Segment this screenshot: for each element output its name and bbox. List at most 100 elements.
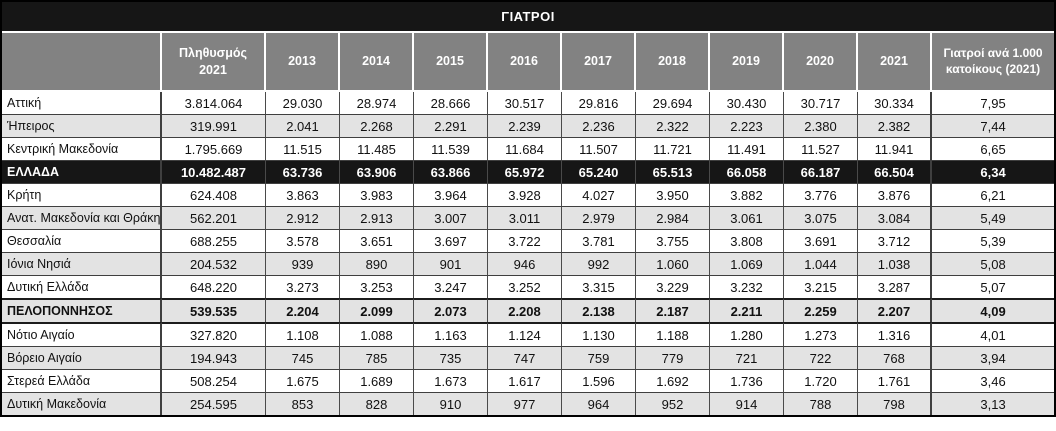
- table-row: Ανατ. Μακεδονία και Θράκη 562.201 2.912 2.9…: [2, 206, 1055, 229]
- year-value-cell: 2.236: [562, 114, 636, 137]
- year-value-cell: 65.972: [488, 160, 562, 183]
- year-value-cell: 2.138: [562, 298, 636, 322]
- year-value-cell: 63.866: [414, 160, 488, 183]
- year-value-cell: 65.240: [562, 160, 636, 183]
- doctors-by-region-table: ΓΙΑΤΡΟΙ Πληθυσμός 2021 2013 2014 2015 2016 20…: [2, 2, 1055, 415]
- population-cell: 648.220: [162, 275, 266, 298]
- year-value-cell: 946: [488, 252, 562, 275]
- year-value-cell: 3.712: [858, 229, 932, 252]
- year-value-cell: 11.721: [636, 137, 710, 160]
- year-value-cell: 3.882: [710, 183, 784, 206]
- year-value-cell: 3.011: [488, 206, 562, 229]
- year-value-cell: 2.259: [784, 298, 858, 322]
- year-value-cell: 1.692: [636, 369, 710, 392]
- header-population-2021: Πληθυσμός 2021: [162, 33, 266, 92]
- year-value-cell: 3.229: [636, 275, 710, 298]
- year-value-cell: 3.273: [266, 275, 340, 298]
- year-value-cell: 768: [858, 346, 932, 369]
- year-value-cell: 11.491: [710, 137, 784, 160]
- region-name-cell: Ήπειρος: [2, 114, 162, 137]
- year-value-cell: 4.027: [562, 183, 636, 206]
- year-value-cell: 2.984: [636, 206, 710, 229]
- region-name-cell: ΠΕΛΟΠΟΝΝΗΣΟΣ: [2, 298, 162, 322]
- region-name-cell: Ανατ. Μακεδονία και Θράκη: [2, 206, 162, 229]
- year-value-cell: 901: [414, 252, 488, 275]
- year-value-cell: 1.316: [858, 322, 932, 346]
- year-value-cell: 3.781: [562, 229, 636, 252]
- per-1000-cell: 4,09: [932, 298, 1055, 322]
- year-value-cell: 2.187: [636, 298, 710, 322]
- region-name-cell: Κεντρική Μακεδονία: [2, 137, 162, 160]
- population-cell: 1.795.669: [162, 137, 266, 160]
- population-cell: 562.201: [162, 206, 266, 229]
- year-value-cell: 2.204: [266, 298, 340, 322]
- year-value-cell: 914: [710, 392, 784, 415]
- per-1000-cell: 5,07: [932, 275, 1055, 298]
- year-value-cell: 788: [784, 392, 858, 415]
- per-1000-cell: 5,08: [932, 252, 1055, 275]
- year-value-cell: 952: [636, 392, 710, 415]
- header-year-2016: 2016: [488, 33, 562, 92]
- region-name-cell: Βόρειο Αιγαίο: [2, 346, 162, 369]
- year-value-cell: 11.507: [562, 137, 636, 160]
- year-value-cell: 3.315: [562, 275, 636, 298]
- year-value-cell: 11.684: [488, 137, 562, 160]
- population-cell: 624.408: [162, 183, 266, 206]
- year-value-cell: 3.578: [266, 229, 340, 252]
- table-row: Κρήτη 624.408 3.863 3.983 3.964 3.928 4.027 3.9…: [2, 183, 1055, 206]
- year-value-cell: 3.287: [858, 275, 932, 298]
- year-value-cell: 29.030: [266, 92, 340, 114]
- year-value-cell: 3.808: [710, 229, 784, 252]
- population-cell: 254.595: [162, 392, 266, 415]
- year-value-cell: 3.247: [414, 275, 488, 298]
- population-cell: 3.814.064: [162, 92, 266, 114]
- per-1000-cell: 3,94: [932, 346, 1055, 369]
- per-1000-cell: 3,46: [932, 369, 1055, 392]
- region-name-cell: Θεσσαλία: [2, 229, 162, 252]
- per-1000-cell: 7,95: [932, 92, 1055, 114]
- year-value-cell: 1.124: [488, 322, 562, 346]
- region-name-cell: Νότιο Αιγαίο: [2, 322, 162, 346]
- year-value-cell: 1.108: [266, 322, 340, 346]
- year-value-cell: 1.689: [340, 369, 414, 392]
- year-value-cell: 1.761: [858, 369, 932, 392]
- population-cell: 327.820: [162, 322, 266, 346]
- year-value-cell: 890: [340, 252, 414, 275]
- table-row: Αττική 3.814.064 29.030 28.974 28.666 30.517 2…: [2, 92, 1055, 114]
- year-value-cell: 785: [340, 346, 414, 369]
- year-value-cell: 28.666: [414, 92, 488, 114]
- year-value-cell: 1.720: [784, 369, 858, 392]
- year-value-cell: 30.430: [710, 92, 784, 114]
- year-value-cell: 65.513: [636, 160, 710, 183]
- year-value-cell: 798: [858, 392, 932, 415]
- year-value-cell: 735: [414, 346, 488, 369]
- header-year-2017: 2017: [562, 33, 636, 92]
- per-1000-cell: 6,21: [932, 183, 1055, 206]
- year-value-cell: 29.816: [562, 92, 636, 114]
- year-value-cell: 910: [414, 392, 488, 415]
- region-name-cell: Δυτική Μακεδονία: [2, 392, 162, 415]
- region-name-cell: Αττική: [2, 92, 162, 114]
- year-value-cell: 964: [562, 392, 636, 415]
- year-value-cell: 11.527: [784, 137, 858, 160]
- year-value-cell: 2.208: [488, 298, 562, 322]
- population-cell: 539.535: [162, 298, 266, 322]
- year-value-cell: 745: [266, 346, 340, 369]
- population-cell: 204.532: [162, 252, 266, 275]
- header-year-2019: 2019: [710, 33, 784, 92]
- year-value-cell: 63.736: [266, 160, 340, 183]
- year-value-cell: 3.232: [710, 275, 784, 298]
- year-value-cell: 1.280: [710, 322, 784, 346]
- table-row: Ήπειρος 319.991 2.041 2.268 2.291 2.239 2.236 2…: [2, 114, 1055, 137]
- year-value-cell: 3.007: [414, 206, 488, 229]
- table-row: Θεσσαλία 688.255 3.578 3.651 3.697 3.722 3.781…: [2, 229, 1055, 252]
- year-value-cell: 11.515: [266, 137, 340, 160]
- year-value-cell: 3.697: [414, 229, 488, 252]
- year-value-cell: 2.207: [858, 298, 932, 322]
- year-value-cell: 3.722: [488, 229, 562, 252]
- year-value-cell: 3.691: [784, 229, 858, 252]
- year-value-cell: 1.736: [710, 369, 784, 392]
- year-value-cell: 66.187: [784, 160, 858, 183]
- year-value-cell: 1.188: [636, 322, 710, 346]
- year-value-cell: 3.061: [710, 206, 784, 229]
